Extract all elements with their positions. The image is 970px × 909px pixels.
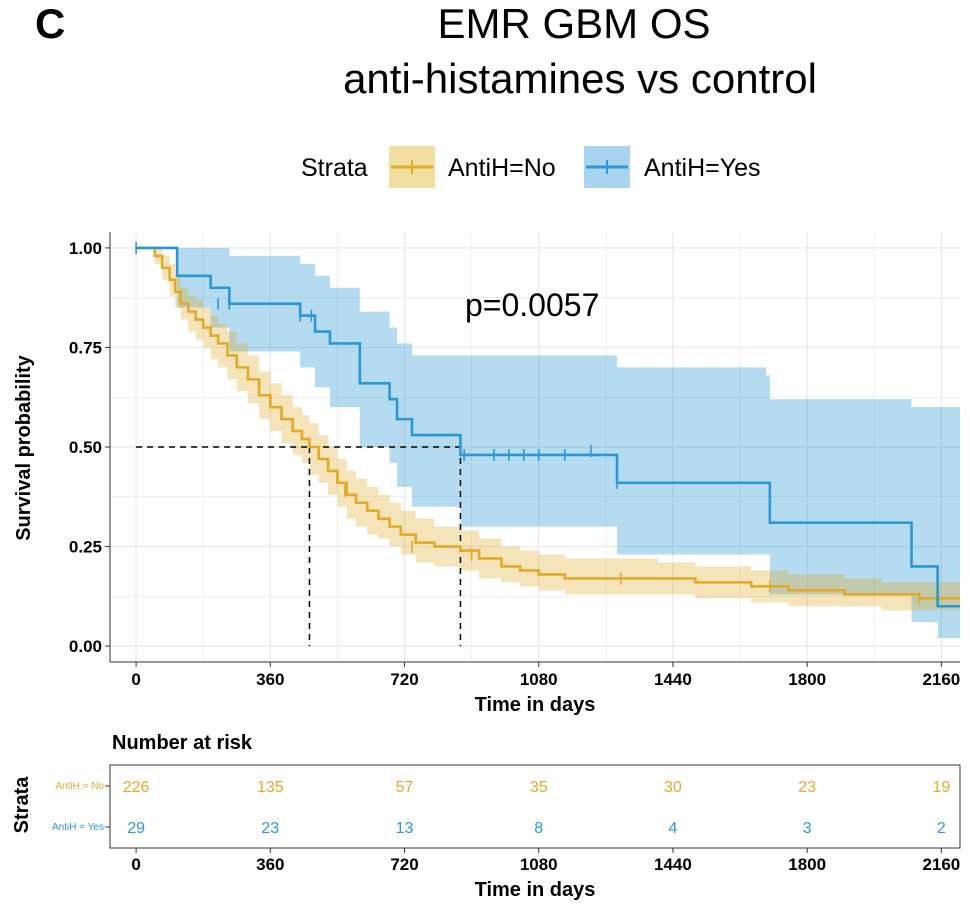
x-tick-label: 1440 [654, 670, 692, 689]
survival-curve-no [136, 246, 960, 600]
y-tick-label: 1.00 [69, 239, 102, 258]
risk-x-tick-label: 2160 [922, 855, 960, 874]
legend-label-yes: AntiH=Yes [644, 154, 761, 182]
risk-x-tick-label: 1080 [520, 855, 558, 874]
risk-x-tick-label: 1440 [654, 855, 692, 874]
risk-x-axis-label: Time in days [475, 879, 596, 901]
x-tick-label: 0 [131, 670, 140, 689]
panel-letter: C [35, 0, 65, 47]
risk-x-tick-label: 360 [256, 855, 284, 874]
y-axis-label: Survival probability [13, 354, 35, 540]
x-tick-label: 360 [256, 670, 284, 689]
risk-count: 2 [937, 820, 946, 837]
x-tick-label: 720 [390, 670, 418, 689]
legend-label-no: AntiH=No [448, 154, 556, 182]
risk-count: 35 [530, 779, 548, 796]
risk-table-title: Number at risk [112, 732, 253, 754]
risk-row-label: AntiH = Yes [52, 822, 104, 833]
risk-count: 8 [534, 820, 543, 837]
risk-count: 23 [798, 779, 816, 796]
x-tick-label: 1800 [788, 670, 826, 689]
chart-title-line2: anti-histamines vs control [343, 55, 817, 102]
risk-x-tick-label: 1800 [788, 855, 826, 874]
survival-plot: 0.00 0.25 0.50 0.75 1.00 0 360 720 1080 1440 1800 2… [69, 232, 960, 689]
y-tick-label: 0.25 [69, 538, 102, 557]
x-axis-label: Time in days [475, 694, 596, 716]
p-value-annotation: p=0.0057 [465, 287, 599, 323]
ci-band-yes [136, 247, 960, 639]
legend-title: Strata [301, 154, 368, 182]
risk-count: 30 [664, 779, 682, 796]
risk-strata-label: Strata [11, 776, 33, 834]
risk-x-tick-label: 720 [390, 855, 418, 874]
y-tick-label: 0.75 [69, 338, 102, 357]
risk-count: 13 [396, 820, 414, 837]
risk-count: 4 [668, 820, 677, 837]
risk-count: 23 [261, 820, 279, 837]
legend: Strata AntiH=No AntiH=Yes [301, 146, 761, 188]
risk-count: 3 [803, 820, 812, 837]
x-tick-label: 2160 [922, 670, 960, 689]
risk-count: 226 [123, 779, 150, 796]
x-tick-label: 1080 [520, 670, 558, 689]
risk-count: 57 [396, 779, 414, 796]
risk-count: 135 [257, 779, 284, 796]
survival-curve-yes [136, 246, 960, 608]
chart-title-line1: EMR GBM OS [437, 0, 710, 47]
y-tick-label: 0.50 [69, 438, 102, 457]
risk-row-label: AntiH = No [55, 781, 104, 792]
risk-table-frame [109, 764, 961, 849]
risk-count: 29 [127, 820, 145, 837]
risk-x-tick-label: 0 [131, 855, 140, 874]
ci-band-no [136, 247, 960, 611]
risk-count: 19 [932, 779, 950, 796]
y-tick-label: 0.00 [69, 637, 102, 656]
